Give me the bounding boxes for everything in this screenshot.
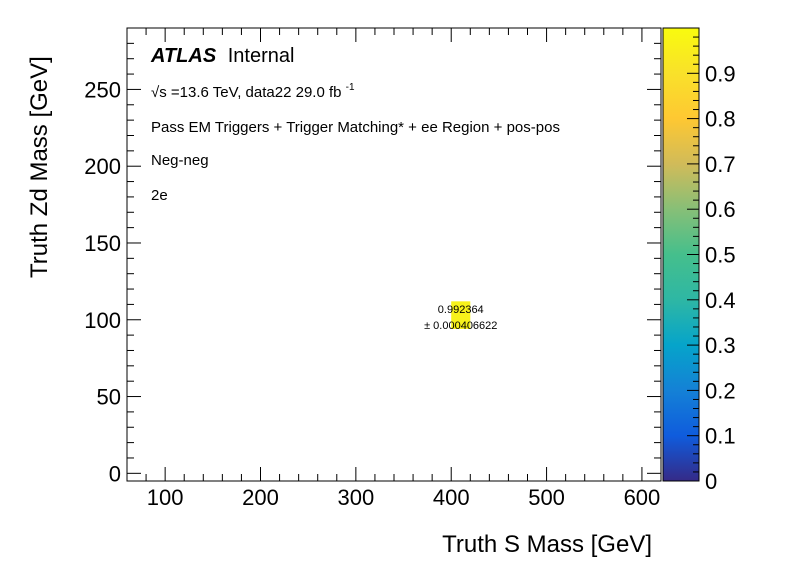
energy-sqrt: √s — [151, 84, 167, 101]
charge-label: Neg-neg — [151, 152, 209, 169]
heatmap-cells: 0.992364 ± 0.000406622 — [424, 301, 497, 332]
atlas-status-label: Internal — [228, 45, 295, 67]
colorbar-tick-label: 0.7 — [705, 152, 736, 177]
colorbar-tick-label: 0.9 — [705, 61, 736, 86]
colorbar-tick-label: 0.5 — [705, 243, 736, 268]
energy-text: =13.6 TeV, data22 29.0 fb — [171, 84, 342, 101]
x-tick-label: 400 — [433, 485, 470, 510]
y-tick-label: 100 — [84, 308, 121, 333]
selection-label: Pass EM Triggers + Trigger Matching* + e… — [151, 119, 560, 136]
atlas-bold-label: ATLAS — [150, 45, 217, 67]
colorbar-tick-label: 0 — [705, 469, 717, 494]
colorbar-tick-label: 0.2 — [705, 378, 736, 403]
y-axis-ticks: 0 50 100 150 200 250 — [84, 42, 661, 486]
cell-error-label: ± 0.000406622 — [424, 320, 497, 332]
y-tick-label: 200 — [84, 154, 121, 179]
heatmap-cell — [451, 301, 471, 329]
x-tick-label: 500 — [528, 485, 565, 510]
channel-label: 2e — [151, 187, 168, 204]
x-axis-ticks: 100 200 300 400 500 600 — [145, 28, 662, 510]
y-tick-label: 50 — [97, 385, 121, 410]
energy-label: √s =13.6 TeV, data22 29.0 fb -1 — [151, 82, 355, 101]
x-tick-label: 300 — [337, 485, 374, 510]
y-axis-title: Truth Zd Mass [GeV] — [26, 56, 53, 278]
y-tick-label: 250 — [84, 77, 121, 102]
y-tick-label: 150 — [84, 231, 121, 256]
colorbar-ticks: 0 0.1 0.2 0.3 0.4 0.5 0.6 0.7 0.8 0.9 — [687, 27, 736, 494]
colorbar-tick-label: 0.3 — [705, 333, 736, 358]
energy-superscript: -1 — [346, 82, 355, 93]
x-tick-label: 200 — [242, 485, 279, 510]
cell-value-label: 0.992364 — [438, 304, 484, 316]
y-tick-label: 0 — [109, 461, 121, 486]
colorbar-tick-label: 0.4 — [705, 288, 736, 313]
x-tick-label: 100 — [147, 485, 184, 510]
atlas-label: ATLAS Internal — [150, 45, 294, 67]
colorbar-tick-label: 0.1 — [705, 424, 736, 449]
colorbar-tick-label: 0.8 — [705, 107, 736, 132]
x-axis-title: Truth S Mass [GeV] — [442, 531, 652, 558]
x-tick-label: 600 — [624, 485, 661, 510]
colorbar-tick-label: 0.6 — [705, 197, 736, 222]
